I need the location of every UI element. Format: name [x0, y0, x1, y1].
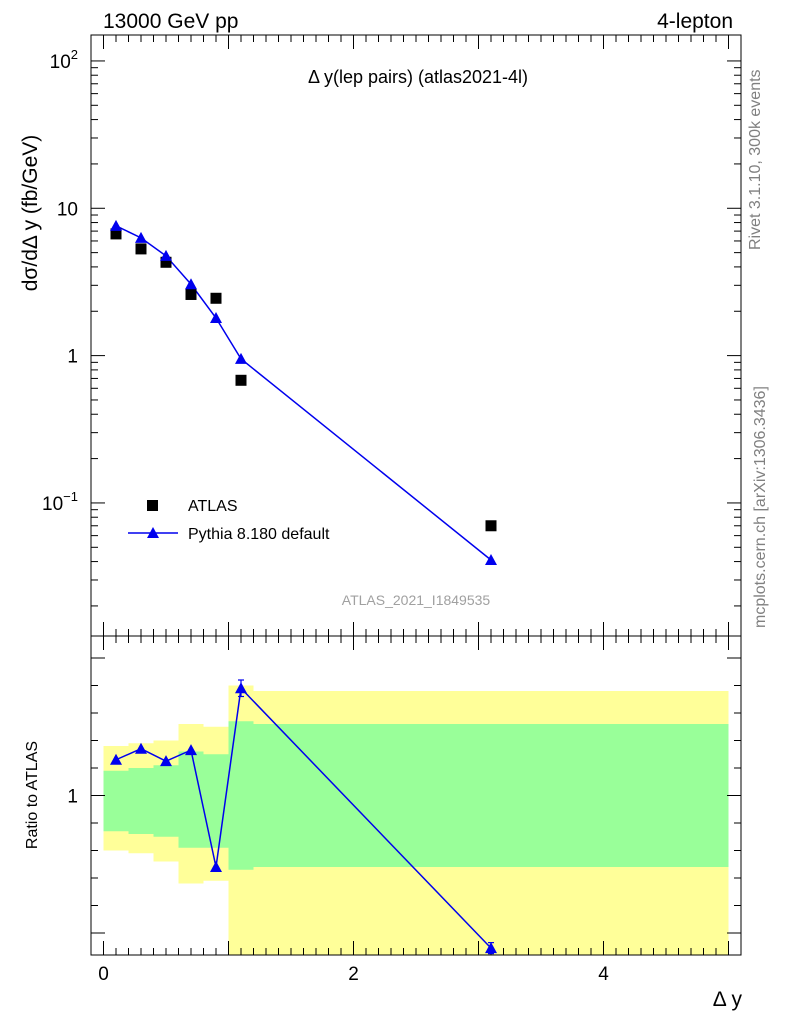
uncertainty-band-inner: [128, 768, 154, 834]
ratio-point: [185, 744, 197, 756]
pythia-point: [160, 249, 172, 261]
ratio-point: [235, 682, 247, 694]
atlas-point: [235, 374, 247, 386]
atlas-point: [160, 256, 172, 268]
uncertainty-band-inner: [178, 751, 204, 848]
y-tick-label: 1: [67, 787, 78, 808]
x-tick-label: 0: [98, 964, 109, 985]
ratio-panel: 1 0 2 4 Ratio to ATLAS Δ y: [24, 635, 743, 1011]
uncertainty-band-inner: [153, 765, 179, 837]
pythia-point: [185, 278, 197, 290]
pythia-point: [210, 312, 222, 324]
ratio-point: [160, 755, 172, 767]
main-panel: 10−1 1 10 102 Δ y(lep pairs) (atlas2021-4l)…: [19, 34, 742, 637]
pythia-point: [110, 219, 122, 231]
y-tick-label: 102: [50, 47, 78, 73]
uncertainty-band-inner: [103, 770, 129, 832]
main-y-axis-label: dσ/dΔ y (fb/GeV): [19, 135, 42, 292]
legend-pythia-marker: [147, 527, 159, 538]
main-frame: [90, 34, 742, 637]
header-left: 13000 GeV pp: [103, 10, 238, 33]
legend-pythia-label: Pythia 8.180 default: [188, 526, 330, 543]
y-tick-label: 1: [67, 347, 78, 368]
ratio-point: [110, 753, 122, 765]
legend-atlas-marker: [147, 500, 158, 511]
mcplots-label: mcplots.cern.ch [arXiv:1306.3436]: [752, 386, 769, 628]
atlas-point: [185, 288, 197, 300]
ratio-y-axis-label: Ratio to ATLAS: [24, 741, 41, 849]
ratio-point: [210, 861, 222, 872]
ratio-point: [485, 942, 497, 954]
atlas-point: [210, 292, 222, 304]
main-title: Δ y(lep pairs) (atlas2021-4l): [308, 67, 528, 87]
ratio-x-axis-label: Δ y: [713, 988, 743, 1011]
x-tick-label: 4: [598, 964, 609, 985]
ratio-point: [135, 742, 147, 754]
pythia-point: [235, 352, 247, 364]
y-tick-label: 10: [57, 199, 78, 220]
header-right: 4-lepton: [657, 10, 733, 33]
pythia-point: [485, 553, 497, 565]
uncertainty-band-inner: [253, 724, 729, 867]
main-annotation: ATLAS_2021_I1849535: [342, 592, 491, 608]
rivet-label: Rivet 3.1.10, 300k events: [747, 69, 764, 250]
pythia-line: [115, 225, 492, 561]
atlas-point: [110, 228, 122, 240]
legend-atlas-label: ATLAS: [188, 498, 238, 515]
legend: ATLAS Pythia 8.180 default: [128, 498, 330, 543]
pythia-point: [135, 231, 147, 243]
uncertainty-band-inner: [203, 754, 229, 848]
atlas-point: [485, 520, 497, 532]
x-tick-label: 2: [348, 964, 359, 985]
uncertainty-band-inner: [228, 721, 254, 870]
y-tick-label: 10−1: [42, 489, 78, 515]
atlas-point: [135, 243, 147, 255]
